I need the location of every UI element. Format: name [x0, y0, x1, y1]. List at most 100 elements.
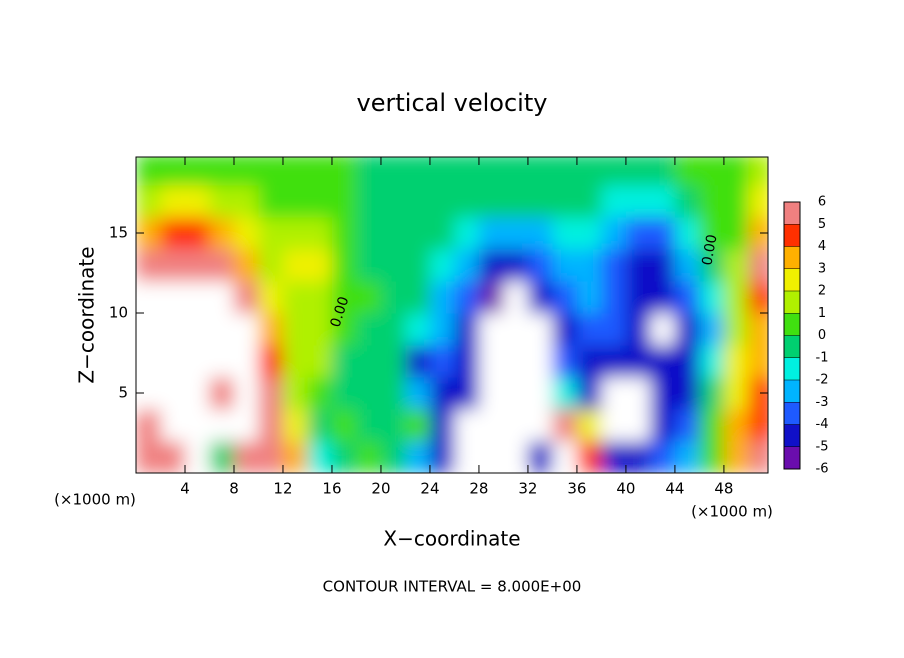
- cell: [380, 281, 406, 314]
- cell: [258, 185, 284, 218]
- cell: [552, 249, 578, 282]
- colorbar-swatch: [784, 246, 800, 270]
- cell: [552, 441, 578, 473]
- cell: [184, 441, 210, 473]
- cell: [650, 249, 676, 282]
- cell: [674, 185, 700, 218]
- cell: [576, 185, 602, 218]
- cell: [405, 249, 431, 282]
- cell: [209, 157, 235, 186]
- cell: [552, 377, 578, 410]
- cell: [136, 281, 161, 314]
- cell: [233, 185, 259, 218]
- cell: [650, 281, 676, 314]
- cell: [209, 313, 235, 346]
- cell: [184, 249, 210, 282]
- cell: [380, 157, 406, 186]
- cell: [380, 185, 406, 218]
- cell: [209, 377, 235, 410]
- cell: [527, 281, 553, 314]
- cell: [699, 345, 725, 378]
- cell: [576, 345, 602, 378]
- cell: [699, 377, 725, 410]
- x-axis-title: X−coordinate: [383, 527, 520, 551]
- y-tick-label: 5: [118, 384, 128, 402]
- cell: [258, 441, 284, 473]
- cell: [552, 185, 578, 218]
- cell: [454, 217, 480, 250]
- cell: [331, 157, 357, 186]
- cell: [699, 409, 725, 442]
- cell: [184, 345, 210, 378]
- cell: [625, 409, 651, 442]
- chart-title: vertical velocity: [357, 89, 548, 117]
- cell: [184, 377, 210, 410]
- cell: [625, 249, 651, 282]
- cell: [307, 185, 333, 218]
- cell: [405, 217, 431, 250]
- cell: [527, 409, 553, 442]
- colorbar-tick-label: 3: [818, 261, 826, 276]
- cell: [356, 441, 382, 473]
- cell: [356, 217, 382, 250]
- cell: [625, 281, 651, 314]
- cell: [356, 345, 382, 378]
- colorbar-swatch: [784, 335, 800, 359]
- cell: [601, 281, 627, 314]
- cell: [503, 281, 529, 314]
- cell: [527, 249, 553, 282]
- cell: [331, 281, 357, 314]
- cell: [331, 313, 357, 346]
- cell: [674, 249, 700, 282]
- cell: [331, 441, 357, 473]
- cell: [405, 157, 431, 186]
- cell: [233, 377, 259, 410]
- colorbar-tick-label: -3: [816, 395, 829, 410]
- cell: [405, 345, 431, 378]
- contour-label: 0.00: [699, 233, 720, 266]
- cell: [282, 441, 308, 473]
- cell: [136, 157, 161, 186]
- cell: [356, 249, 382, 282]
- colorbar-tick-label: 0: [818, 328, 826, 343]
- cell: [233, 409, 259, 442]
- cell: [258, 345, 284, 378]
- cell: [625, 441, 651, 473]
- cell: [429, 249, 455, 282]
- cell: [184, 281, 210, 314]
- cell: [307, 217, 333, 250]
- cell: [650, 313, 676, 346]
- cell: [307, 281, 333, 314]
- cell: [478, 441, 504, 473]
- plot-frame: [135, 156, 769, 474]
- colorbar-tick-label: -6: [816, 462, 829, 477]
- cell: [429, 313, 455, 346]
- cell: [503, 441, 529, 473]
- cell: [160, 157, 186, 186]
- cell: [454, 377, 480, 410]
- cell: [674, 377, 700, 410]
- cell: [748, 249, 768, 282]
- cell: [723, 345, 749, 378]
- cell: [209, 185, 235, 218]
- cell: [282, 185, 308, 218]
- cell: [233, 157, 259, 186]
- cell: [478, 345, 504, 378]
- cell: [136, 249, 161, 282]
- cell: [576, 409, 602, 442]
- cell: [282, 377, 308, 410]
- cell: [748, 313, 768, 346]
- cell: [723, 157, 749, 186]
- x-tick-label: 28: [469, 480, 488, 498]
- cell: [233, 281, 259, 314]
- cell: [282, 249, 308, 282]
- cell: [748, 185, 768, 218]
- cell: [650, 377, 676, 410]
- cell: [356, 409, 382, 442]
- cell: [478, 185, 504, 218]
- cell: [601, 217, 627, 250]
- cell: [552, 157, 578, 186]
- cell: [405, 377, 431, 410]
- cell: [331, 185, 357, 218]
